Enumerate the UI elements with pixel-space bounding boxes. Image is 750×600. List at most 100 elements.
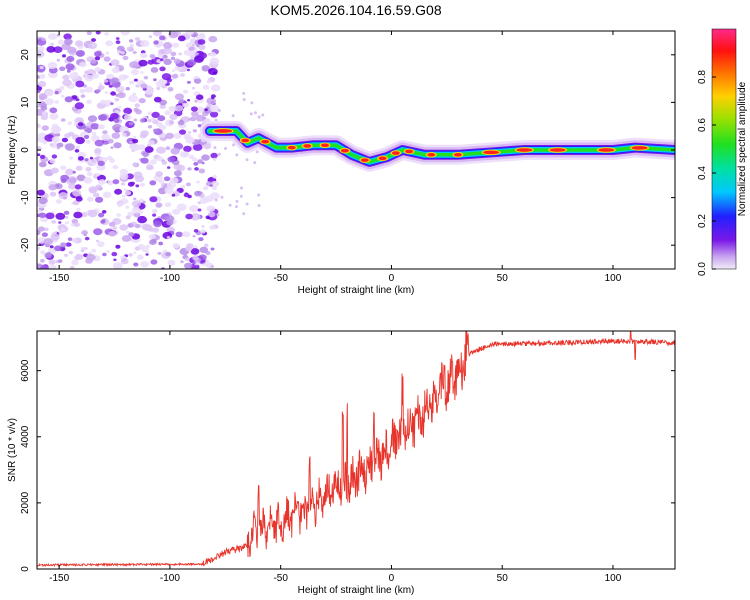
noise-blob	[201, 65, 210, 72]
noise-blob	[84, 41, 88, 45]
noise-blob	[94, 51, 102, 57]
noise-blob	[117, 105, 122, 110]
noise-blob	[37, 46, 45, 52]
noise-blob	[179, 119, 184, 122]
noise-blob	[97, 85, 105, 91]
noise-blob	[95, 239, 100, 243]
noise-blob	[133, 251, 137, 254]
noise-blob	[153, 220, 162, 228]
noise-blob	[103, 56, 111, 62]
noise-speck	[245, 202, 249, 206]
noise-blob	[49, 245, 54, 249]
noise-blob	[75, 196, 83, 202]
noise-blob	[128, 253, 133, 257]
noise-blob	[61, 137, 68, 143]
noise-blob	[206, 97, 217, 105]
noise-blob	[119, 172, 129, 180]
noise-speck	[257, 115, 261, 119]
noise-blob	[86, 196, 94, 202]
noise-blob	[191, 111, 199, 117]
carrier-peak	[378, 156, 387, 161]
noise-blob	[153, 78, 157, 82]
noise-blob	[123, 74, 129, 79]
noise-blob	[49, 143, 54, 147]
noise-blob	[95, 31, 101, 35]
noise-blob	[173, 170, 182, 177]
noise-blob	[137, 243, 145, 250]
noise-blob	[129, 80, 135, 85]
colorbar-tick-label: 0.8	[697, 70, 708, 84]
noise-blob	[39, 66, 44, 70]
noise-blob	[86, 99, 92, 105]
noise-blob	[94, 148, 102, 154]
noise-blob	[125, 205, 130, 209]
noise-blob	[119, 168, 128, 175]
noise-blob	[185, 213, 193, 220]
colorbar-tick-label: 0.4	[697, 166, 708, 180]
noise-blob	[201, 225, 205, 228]
noise-blob	[107, 180, 114, 186]
noise-blob	[149, 159, 157, 165]
noise-blob	[172, 42, 180, 48]
noise-blob	[111, 251, 118, 257]
carrier-peak	[405, 149, 414, 154]
noise-blob	[89, 156, 93, 160]
noise-blob	[50, 233, 60, 241]
noise-blob	[104, 32, 109, 36]
noise-blob	[189, 53, 196, 58]
noise-blob	[50, 167, 59, 174]
spectrogram-x-tick-label: 100	[605, 273, 622, 284]
noise-blob	[80, 94, 86, 98]
noise-blob	[62, 74, 70, 81]
noise-blob	[111, 132, 121, 139]
noise-blob	[186, 243, 194, 249]
noise-blob	[75, 137, 85, 145]
noise-blob	[47, 33, 58, 40]
noise-blob	[49, 191, 57, 197]
noise-speck	[214, 118, 218, 122]
noise-blob	[131, 200, 142, 208]
noise-blob	[155, 171, 164, 177]
noise-blob	[51, 220, 57, 224]
noise-blob	[44, 98, 54, 105]
noise-blob	[37, 89, 41, 94]
noise-blob	[181, 185, 186, 189]
snr-y-tick-label: 6000	[20, 359, 31, 382]
noise-blob	[142, 200, 146, 204]
noise-speck	[228, 203, 232, 207]
noise-blob	[209, 224, 216, 230]
noise-blob	[116, 213, 121, 217]
noise-blob	[150, 117, 156, 122]
noise-blob	[131, 69, 139, 76]
noise-blob	[172, 73, 179, 79]
noise-blob	[113, 226, 117, 230]
noise-blob	[133, 118, 138, 122]
noise-blob	[108, 230, 117, 237]
noise-blob	[98, 114, 107, 121]
noise-blob	[48, 259, 56, 265]
noise-blob	[186, 59, 197, 66]
noise-blob	[162, 138, 166, 142]
noise-blob	[93, 228, 103, 236]
noise-speck	[231, 114, 235, 118]
noise-blob	[81, 230, 88, 236]
noise-blob	[187, 99, 191, 102]
noise-blob	[100, 220, 106, 224]
carrier-peak	[391, 151, 400, 155]
noise-blob	[133, 78, 138, 82]
noise-blob	[170, 51, 177, 57]
noise-blob	[47, 61, 58, 70]
noise-blob	[129, 140, 133, 144]
noise-blob	[116, 37, 120, 40]
snr-x-axis: -150 -100 -50 0 50 100	[49, 331, 622, 584]
noise-blob	[39, 265, 50, 269]
noise-blob	[183, 145, 192, 153]
noise-speck	[234, 205, 238, 209]
noise-blob	[192, 87, 195, 90]
noise-blob	[164, 202, 172, 208]
noise-blob	[207, 211, 216, 218]
noise-speck	[216, 213, 220, 217]
noise-blob	[60, 227, 66, 232]
noise-blob	[120, 51, 125, 55]
noise-speck	[245, 158, 249, 162]
